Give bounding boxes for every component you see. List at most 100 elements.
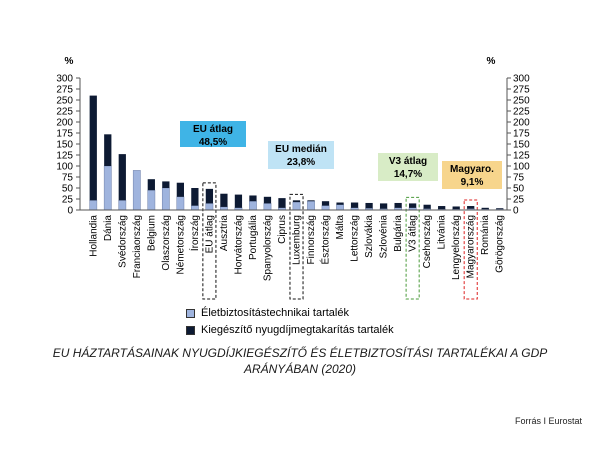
y-tick-label-left: 25 — [62, 195, 74, 206]
bar-life-insurance — [132, 170, 141, 211]
bar-pension — [496, 208, 504, 210]
bar-pension — [220, 193, 228, 207]
x-tick-label: Horvátország — [233, 215, 244, 274]
x-tick-label: Spanyolország — [262, 215, 273, 281]
y-tick-label-right: 0 — [513, 206, 519, 217]
bar-pension — [292, 200, 301, 203]
y-tick-label-left: 300 — [56, 74, 73, 85]
y-tick-label-left: 175 — [56, 129, 73, 140]
y-tick-label-left: 100 — [56, 162, 73, 173]
bar-life-insurance — [176, 196, 185, 211]
y-tick-label-left: 250 — [56, 96, 73, 107]
bar-life-insurance — [292, 201, 301, 211]
x-tick-label: Svédország — [117, 215, 128, 268]
y-tick-label-right: 175 — [513, 129, 530, 140]
bar-pension — [321, 201, 330, 206]
x-tick-label: Hollandia — [88, 215, 99, 257]
bar-pension — [191, 188, 199, 206]
highlight-box — [463, 199, 478, 300]
v3-average-callout-value: 14,7% — [393, 169, 423, 180]
bar-pension — [394, 202, 402, 208]
x-tick-label: Románia — [480, 215, 491, 255]
x-tick-label: Ausztria — [219, 215, 230, 252]
v3-average-callout-label: V3 átlag — [388, 156, 428, 167]
bar-pension — [481, 207, 489, 210]
y-tick-label-left: 50 — [62, 184, 74, 195]
x-tick-label: Németország — [175, 215, 186, 274]
bar-life-insurance — [147, 189, 156, 211]
bar-life-insurance — [205, 203, 214, 211]
source-note: Forrás I Eurostat — [514, 416, 582, 426]
bar-pension — [205, 188, 214, 204]
bar-pension — [438, 206, 446, 210]
legend-label-pension: Kiegészítő nyugdíjmegtakarítás tartalék — [201, 324, 394, 336]
hungary-callout: Magyaro. 9,1% — [442, 161, 502, 189]
bar-life-insurance — [321, 205, 330, 211]
bar-pension — [162, 181, 170, 188]
x-tick-label: V3 átlag — [408, 215, 419, 252]
eu-median-callout-label: EU medián — [275, 144, 327, 155]
bar-life-insurance — [103, 165, 112, 211]
eu-average-callout-value: 48,5% — [198, 137, 228, 148]
bar-life-insurance — [191, 205, 199, 211]
x-tick-label: Olaszország — [161, 215, 172, 271]
y-unit-right: % — [487, 56, 496, 67]
legend-item-life-insurance: Életbiztosítástechnikai tartalék — [186, 307, 349, 319]
y-tick-label-left: 75 — [62, 173, 74, 184]
bar-life-insurance — [118, 200, 127, 211]
y-tick-label-right: 225 — [513, 107, 530, 118]
highlight-box — [405, 196, 420, 300]
caption-line-1: EU HÁZTARTÁSAINAK NYUGDÍJKIEGÉSZÍTŐ ÉS É… — [52, 346, 548, 360]
x-tick-label: Belgium — [146, 215, 157, 251]
bar-life-insurance — [161, 187, 170, 211]
x-tick-label: Szlovákia — [364, 215, 375, 258]
bar-pension — [89, 95, 97, 201]
y-tick-label-right: 150 — [513, 140, 530, 151]
y-tick-label-right: 275 — [513, 85, 530, 96]
bar-life-insurance — [263, 203, 272, 211]
x-tick-label: Portugália — [248, 215, 259, 260]
x-tick-label: Görögország — [495, 215, 506, 273]
y-tick-label-left: 0 — [67, 206, 73, 217]
y-tick-label-right: 250 — [513, 96, 530, 107]
x-tick-label: Írország — [188, 215, 201, 251]
y-tick-label-right: 50 — [513, 184, 525, 195]
x-tick-label: Finnország — [306, 215, 317, 264]
x-tick-label: Csehország — [422, 215, 433, 268]
highlight-box — [202, 182, 217, 300]
bar-pension — [350, 202, 359, 208]
y-tick-label-left: 125 — [56, 151, 73, 162]
bar-pension — [452, 206, 460, 210]
eu-median-callout: EU medián 23,8% — [268, 141, 334, 169]
bar-pension — [176, 182, 184, 197]
bar-pension — [365, 202, 373, 209]
bar-pension — [467, 206, 475, 209]
bar-pension — [379, 203, 388, 209]
bar-life-insurance — [307, 200, 315, 211]
y-unit-left: % — [65, 56, 74, 67]
legend-swatch-pension — [186, 325, 195, 335]
x-tick-label: Lettország — [350, 215, 361, 262]
y-tick-label-left: 150 — [56, 140, 73, 151]
bar-life-insurance — [249, 200, 257, 211]
bar-pension — [278, 198, 286, 208]
bar-pension — [423, 204, 431, 209]
x-tick-label: Bulgária — [393, 215, 404, 252]
y-tick-label-right: 25 — [513, 195, 525, 206]
bar-pension — [336, 202, 344, 205]
bar-pension — [409, 203, 417, 208]
hungary-callout-label: Magyaro. — [450, 164, 494, 175]
eu-average-callout: EU átlag 48,5% — [180, 121, 246, 148]
y-tick-label-left: 275 — [56, 85, 73, 96]
x-tick-label: Dánia — [103, 215, 114, 242]
x-tick-label: Lengyelország — [451, 215, 462, 280]
y-tick-label-right: 75 — [513, 173, 525, 184]
v3-average-callout: V3 átlag 14,7% — [378, 153, 438, 181]
x-tick-label: Málta — [335, 215, 346, 240]
caption-line-2: ARÁNYÁBAN (2020) — [243, 362, 357, 376]
x-tick-label: Luxemburg — [292, 215, 303, 265]
bar-pension — [118, 154, 126, 201]
x-tick-label: Ciprus — [277, 215, 288, 244]
